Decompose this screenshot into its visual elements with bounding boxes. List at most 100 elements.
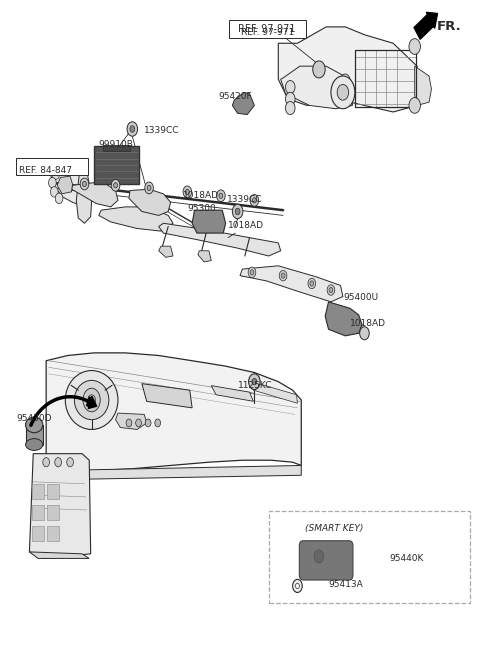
Polygon shape — [240, 266, 343, 302]
Bar — [32, 505, 44, 520]
Bar — [47, 526, 59, 541]
Circle shape — [126, 419, 132, 427]
Polygon shape — [325, 302, 362, 336]
Bar — [94, 146, 140, 184]
Circle shape — [80, 178, 89, 190]
Polygon shape — [142, 384, 192, 408]
Polygon shape — [232, 92, 254, 115]
Polygon shape — [192, 210, 226, 233]
Circle shape — [55, 193, 63, 203]
Text: 1339CC: 1339CC — [144, 126, 180, 135]
Circle shape — [232, 204, 243, 218]
Circle shape — [50, 186, 58, 197]
Circle shape — [67, 458, 73, 467]
Text: 1018AD: 1018AD — [350, 319, 386, 328]
Circle shape — [293, 579, 302, 592]
Polygon shape — [99, 207, 173, 231]
Polygon shape — [281, 66, 352, 109]
Circle shape — [52, 169, 60, 179]
Text: 1339CC: 1339CC — [227, 195, 263, 203]
FancyBboxPatch shape — [229, 20, 306, 38]
Circle shape — [55, 458, 61, 467]
Text: 95420F: 95420F — [218, 92, 252, 102]
Circle shape — [252, 379, 257, 385]
Text: 1018AD: 1018AD — [228, 221, 264, 230]
Circle shape — [281, 273, 285, 278]
Text: (SMART KEY): (SMART KEY) — [305, 524, 363, 533]
Circle shape — [314, 550, 324, 563]
Circle shape — [296, 583, 300, 588]
Bar — [32, 526, 44, 541]
Polygon shape — [158, 246, 173, 257]
Bar — [25, 425, 43, 445]
Circle shape — [329, 287, 333, 293]
Circle shape — [249, 374, 260, 390]
Ellipse shape — [25, 439, 43, 451]
Bar — [355, 50, 416, 107]
Text: 95300: 95300 — [187, 205, 216, 213]
Polygon shape — [158, 223, 281, 256]
Circle shape — [252, 197, 256, 203]
Circle shape — [111, 179, 120, 191]
Circle shape — [136, 419, 142, 427]
Bar — [47, 505, 59, 520]
Text: 1018AD: 1018AD — [182, 192, 218, 200]
Circle shape — [313, 61, 325, 78]
Ellipse shape — [74, 380, 109, 420]
FancyBboxPatch shape — [16, 159, 88, 175]
Circle shape — [48, 177, 56, 188]
Circle shape — [310, 281, 314, 286]
Polygon shape — [278, 27, 417, 112]
Circle shape — [183, 186, 192, 197]
Circle shape — [235, 208, 240, 215]
Circle shape — [331, 76, 355, 109]
Circle shape — [409, 98, 420, 113]
Circle shape — [130, 126, 135, 133]
Text: 95440K: 95440K — [390, 554, 424, 563]
Circle shape — [308, 278, 316, 289]
Circle shape — [155, 419, 160, 427]
FancyBboxPatch shape — [300, 541, 353, 580]
Text: 99910B: 99910B — [99, 140, 134, 150]
Ellipse shape — [65, 371, 118, 430]
Polygon shape — [46, 466, 301, 480]
Circle shape — [219, 193, 223, 198]
Polygon shape — [57, 176, 72, 194]
Text: 95430D: 95430D — [16, 414, 51, 423]
Circle shape — [145, 419, 151, 427]
Polygon shape — [415, 66, 432, 106]
Circle shape — [185, 189, 189, 194]
Circle shape — [83, 388, 100, 412]
Circle shape — [279, 270, 287, 281]
Polygon shape — [46, 353, 301, 472]
Circle shape — [248, 267, 256, 277]
Text: 95400U: 95400U — [343, 293, 378, 302]
Circle shape — [409, 39, 420, 54]
Polygon shape — [211, 386, 253, 401]
FancyArrow shape — [87, 396, 96, 409]
Text: REF. 97-971: REF. 97-971 — [238, 24, 295, 35]
Polygon shape — [76, 171, 92, 223]
Circle shape — [360, 327, 369, 340]
Circle shape — [286, 102, 295, 115]
Circle shape — [88, 395, 96, 405]
Polygon shape — [29, 454, 91, 558]
Text: 1125KC: 1125KC — [238, 381, 272, 390]
Bar — [47, 484, 59, 499]
Circle shape — [327, 285, 335, 295]
Circle shape — [147, 185, 151, 190]
Circle shape — [145, 182, 154, 194]
Bar — [32, 484, 44, 499]
Text: REF. 97-971: REF. 97-971 — [241, 28, 294, 37]
Circle shape — [286, 81, 295, 94]
Polygon shape — [51, 165, 87, 205]
FancyBboxPatch shape — [269, 511, 470, 603]
Polygon shape — [252, 382, 298, 403]
Circle shape — [340, 74, 350, 87]
Ellipse shape — [25, 417, 43, 433]
Circle shape — [83, 181, 86, 186]
Circle shape — [114, 182, 118, 188]
Polygon shape — [198, 251, 211, 262]
Polygon shape — [129, 189, 170, 215]
Circle shape — [43, 458, 49, 467]
